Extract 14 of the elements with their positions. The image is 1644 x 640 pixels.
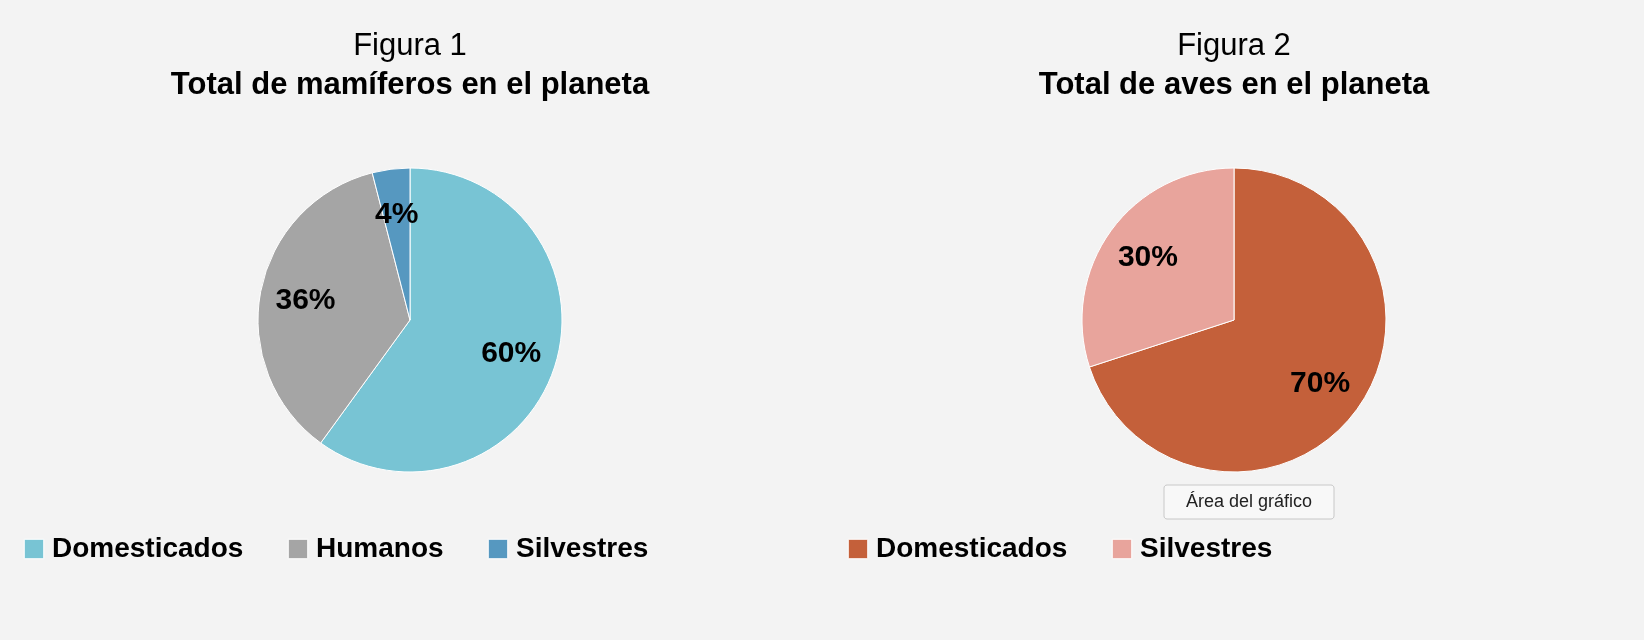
data-label: 36% (275, 282, 336, 316)
legend-label: Domesticados (876, 532, 1068, 563)
legend-label: Domesticados (52, 532, 244, 563)
legend-label: Humanos (316, 532, 444, 563)
chart-title: Figura 2 (1177, 27, 1291, 62)
data-label: 70% (1290, 364, 1351, 398)
data-label: 30% (1117, 239, 1178, 273)
data-label: 60% (481, 334, 542, 368)
chart-subtitle: Total de mamíferos en el planeta (170, 66, 650, 101)
chart-subtitle: Total de aves en el planeta (1038, 66, 1431, 101)
text: Área del gráfico (1185, 491, 1313, 511)
chart-title: Figura 1 (353, 27, 467, 62)
legend-label: Silvestres (1140, 532, 1273, 563)
legend-label: Silvestres (516, 532, 649, 563)
